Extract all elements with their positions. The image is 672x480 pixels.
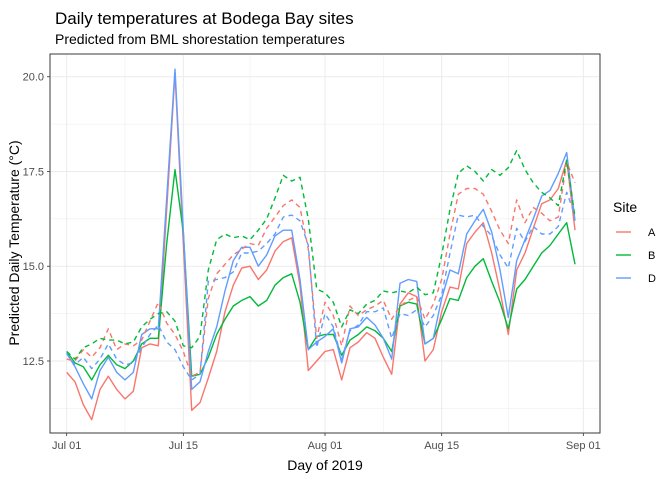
grid-major — [50, 54, 600, 433]
series-line-d-dashed — [66, 191, 576, 381]
y-axis: 12.5 15.0 17.5 20.0 — [23, 72, 50, 368]
legend-label-a: A — [648, 227, 656, 239]
x-axis: Jul 01 Jul 15 Aug 01 Aug 15 Sep 01 — [52, 433, 601, 452]
x-tick-label: Jul 15 — [169, 440, 198, 452]
chart-subtitle: Predicted from BML shorestation temperat… — [55, 31, 345, 47]
y-tick-label: 15.0 — [23, 261, 44, 273]
y-tick-label: 20.0 — [23, 72, 44, 84]
series-line-a-solid — [66, 72, 576, 421]
x-tick-label: Jul 01 — [52, 440, 81, 452]
legend-item-d: D — [616, 273, 656, 285]
series-layer — [66, 68, 576, 421]
y-tick-label: 12.5 — [23, 356, 44, 368]
x-tick-label: Sep 01 — [566, 440, 601, 452]
series-line-b-dashed — [66, 149, 576, 360]
chart-title: Daily temperatures at Bodega Bay sites — [55, 9, 354, 28]
legend-title: Site — [613, 199, 637, 215]
x-tick-label: Aug 15 — [424, 440, 459, 452]
legend: Site ABD — [613, 199, 656, 285]
x-tick-label: Aug 01 — [308, 440, 343, 452]
y-tick-label: 17.5 — [23, 166, 44, 178]
legend-item-a: A — [616, 227, 656, 239]
legend-label-b: B — [648, 250, 655, 262]
legend-label-d: D — [648, 273, 656, 285]
legend-item-b: B — [616, 250, 655, 262]
series-line-d-solid — [66, 68, 576, 400]
series-line-a-dashed — [66, 161, 576, 377]
series-line-b-solid — [66, 168, 576, 381]
y-axis-title: Predicted Daily Temperature (°C) — [6, 140, 22, 345]
x-axis-title: Day of 2019 — [287, 457, 363, 473]
